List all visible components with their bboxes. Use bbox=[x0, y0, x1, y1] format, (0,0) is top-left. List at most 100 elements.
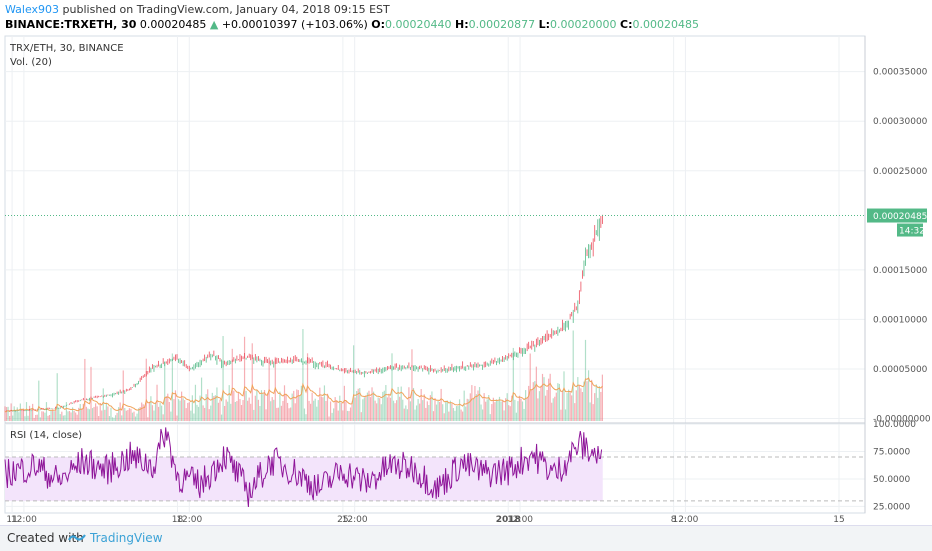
volume-bar bbox=[250, 403, 252, 421]
volume-bar bbox=[403, 408, 405, 421]
volume-bar bbox=[239, 399, 241, 421]
volume-bar bbox=[148, 401, 150, 421]
volume-bar bbox=[362, 399, 364, 421]
volume-bar bbox=[308, 400, 310, 421]
countdown-badge bbox=[897, 223, 923, 237]
volume-bar bbox=[161, 405, 163, 421]
volume-bar bbox=[38, 380, 40, 421]
volume-bar bbox=[253, 409, 255, 421]
time-tick-label: 25 bbox=[337, 515, 348, 525]
volume-bar bbox=[339, 395, 341, 421]
volume-bar bbox=[353, 345, 355, 421]
volume-bar bbox=[529, 353, 531, 421]
volume-bar bbox=[233, 390, 235, 421]
volume-bar bbox=[586, 381, 588, 421]
time-tick-label: 12:00 bbox=[11, 515, 37, 525]
volume-bar bbox=[357, 388, 359, 421]
volume-bar bbox=[251, 343, 253, 421]
volume-bar bbox=[96, 406, 98, 421]
author-link[interactable]: Walex903 bbox=[5, 3, 60, 16]
volume-bar bbox=[517, 401, 519, 421]
volume-bar bbox=[19, 403, 21, 421]
volume-bar bbox=[79, 404, 81, 421]
volume-bar bbox=[600, 391, 602, 421]
created-with-text: Created with bbox=[7, 531, 84, 545]
volume-bar bbox=[480, 404, 482, 421]
volume-bar bbox=[299, 395, 301, 421]
volume-bar bbox=[486, 399, 488, 421]
volume-bar bbox=[305, 414, 307, 421]
volume-bar bbox=[472, 398, 474, 421]
volume-bar bbox=[409, 401, 412, 421]
volume-bar bbox=[528, 385, 530, 421]
volume-bar bbox=[263, 389, 266, 421]
volume-bar bbox=[130, 408, 132, 421]
volume-bar bbox=[328, 416, 330, 421]
volume-bar bbox=[128, 408, 130, 421]
volume-bar bbox=[544, 395, 547, 421]
open-value: 0.00020440 bbox=[385, 18, 452, 31]
volume-bar bbox=[52, 409, 54, 421]
volume-bar bbox=[508, 405, 510, 421]
volume-bar bbox=[485, 401, 487, 421]
volume-bar bbox=[35, 414, 37, 421]
volume-bar bbox=[280, 405, 283, 421]
volume-bar bbox=[207, 389, 209, 421]
volume-bar bbox=[314, 398, 316, 421]
volume-bar bbox=[506, 393, 508, 421]
volume-bar bbox=[540, 385, 542, 421]
volume-bar bbox=[300, 385, 302, 421]
volume-bar bbox=[254, 395, 256, 421]
volume-bar bbox=[105, 402, 107, 421]
volume-bar bbox=[345, 401, 347, 421]
rsi-axis[interactable]: 100.0000 75.0000 50.0000 25.0000 bbox=[873, 420, 916, 512]
volume-bar bbox=[334, 397, 336, 421]
volume-bar bbox=[431, 391, 433, 421]
high-value: 0.00020877 bbox=[468, 18, 536, 31]
volume-bar bbox=[147, 417, 149, 421]
volume-bar bbox=[501, 400, 504, 421]
time-tick-label: 12:00 bbox=[507, 515, 533, 525]
volume-bar bbox=[374, 400, 376, 421]
volume-bar bbox=[290, 407, 292, 421]
volume-bar bbox=[231, 348, 233, 421]
volume-bar bbox=[296, 389, 298, 421]
volume-bar bbox=[537, 398, 539, 421]
volume-bar bbox=[354, 397, 356, 421]
volume-bar bbox=[21, 409, 23, 421]
volume-bar bbox=[420, 389, 422, 421]
volume-bar bbox=[546, 389, 548, 421]
volume-bar bbox=[492, 397, 494, 421]
volume-bar bbox=[9, 416, 11, 421]
volume-bar bbox=[56, 373, 58, 421]
volume-bar bbox=[392, 400, 395, 421]
volume-bar bbox=[428, 404, 430, 421]
tradingview-brand-link[interactable]: TradingView bbox=[90, 531, 163, 545]
volume-bar bbox=[219, 399, 221, 421]
volume-bar bbox=[405, 405, 407, 421]
volume-bar bbox=[225, 399, 227, 421]
volume-bar bbox=[451, 403, 453, 421]
volume-bar bbox=[7, 406, 9, 421]
volume-bar bbox=[176, 415, 178, 421]
volume-bar bbox=[12, 415, 14, 421]
price-axis[interactable]: 0.00035000 0.00030000 0.00025000 0.00015000… bbox=[5, 68, 931, 425]
volume-bar bbox=[368, 390, 370, 421]
volume-bar bbox=[303, 408, 306, 421]
high-label: H: bbox=[455, 18, 469, 31]
volume-bar bbox=[337, 410, 339, 421]
volume-bar bbox=[560, 409, 562, 421]
time-tick-label: 12:00 bbox=[342, 515, 368, 525]
pane-title: TRX/ETH, 30, BINANCE bbox=[9, 43, 124, 54]
volume-bar bbox=[359, 388, 361, 421]
volume-bar bbox=[563, 371, 565, 421]
volume-bar bbox=[458, 399, 461, 421]
volume-bar bbox=[448, 411, 450, 421]
volume-bar bbox=[429, 395, 431, 421]
volume-bar bbox=[58, 408, 60, 421]
volume-bar bbox=[228, 385, 230, 421]
volume-bar bbox=[122, 370, 124, 421]
volume-bar bbox=[262, 393, 264, 421]
chart-canvas[interactable]: 0.00035000 0.00030000 0.00025000 0.00015000… bbox=[0, 0, 932, 525]
